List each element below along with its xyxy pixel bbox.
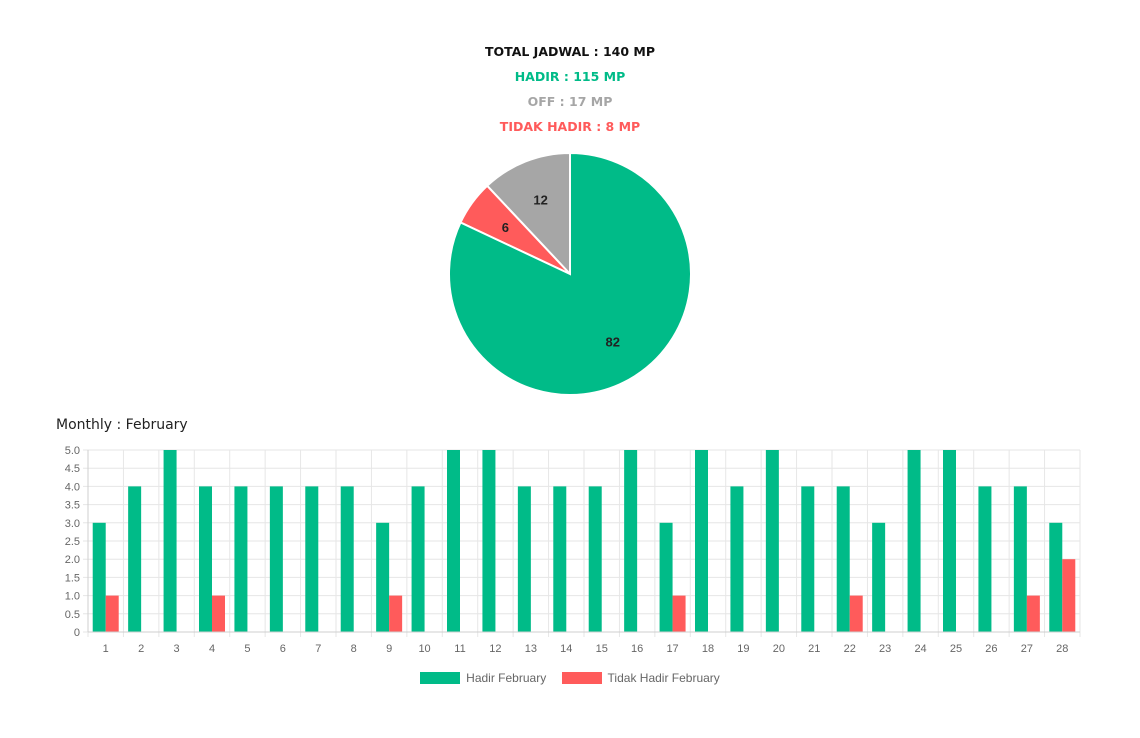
x-tick-label: 26 — [985, 643, 997, 655]
pie-slice-label-0: 12 — [533, 193, 547, 208]
bar-hadir[interactable] — [376, 522, 390, 632]
x-tick-label: 4 — [209, 643, 215, 655]
absent-text: TIDAK HADIR : 8 MP — [499, 119, 641, 134]
bar-tidak-hadir[interactable] — [389, 595, 403, 632]
total-schedule-text: TOTAL JADWAL : 140 MP — [484, 44, 655, 59]
bar-hadir[interactable] — [659, 522, 673, 632]
x-tick-label: 12 — [489, 643, 501, 655]
summary-block: TOTAL JADWAL : 140 MP HADIR : 115 MP OFF… — [0, 42, 1140, 142]
bar-tidak-hadir[interactable] — [1026, 595, 1040, 632]
y-tick-label: 1.0 — [65, 591, 80, 603]
x-tick-label: 2 — [138, 643, 144, 655]
x-tick-label: 7 — [315, 643, 321, 655]
bar-hadir[interactable] — [978, 486, 992, 632]
bar-hadir[interactable] — [836, 486, 850, 632]
bar-hadir[interactable] — [340, 486, 354, 632]
bar-hadir[interactable] — [1013, 486, 1027, 632]
x-tick-label: 24 — [914, 643, 926, 655]
x-tick-label: 27 — [1021, 643, 1033, 655]
y-tick-label: 4.0 — [65, 481, 80, 493]
legend-swatch-hadir — [420, 672, 461, 685]
bar-legend: Hadir February Tidak Hadir February — [0, 670, 1140, 685]
x-tick-label: 8 — [351, 643, 357, 655]
bar-hadir[interactable] — [234, 486, 248, 632]
monthly-chart-title: Monthly : February — [56, 417, 188, 433]
pie-slice-label-2: 82 — [606, 334, 620, 349]
x-tick-label: 13 — [525, 643, 537, 655]
bar-hadir[interactable] — [269, 486, 283, 632]
x-tick-label: 20 — [773, 643, 785, 655]
y-tick-label: 3.5 — [65, 500, 80, 512]
bar-tidak-hadir[interactable] — [672, 595, 686, 632]
bar-hadir[interactable] — [588, 486, 602, 632]
bar-tidak-hadir[interactable] — [105, 595, 119, 632]
pie-slice-2[interactable] — [448, 151, 692, 396]
y-tick-label: 4.5 — [65, 463, 80, 475]
bar-hadir[interactable] — [482, 450, 496, 632]
x-tick-label: 10 — [418, 643, 430, 655]
bar-tidak-hadir[interactable] — [849, 595, 863, 632]
legend-label-tidak-hadir: Tidak Hadir February — [607, 671, 720, 686]
bar-hadir[interactable] — [695, 450, 708, 632]
x-tick-label: 19 — [737, 643, 749, 655]
bar-hadir[interactable] — [128, 486, 142, 632]
bar-hadir[interactable] — [517, 486, 531, 632]
legend-swatch-tidak-hadir — [561, 672, 602, 685]
x-tick-label: 16 — [631, 643, 643, 655]
y-tick-label: 2.0 — [65, 554, 80, 566]
bar-hadir[interactable] — [624, 450, 638, 632]
bar-hadir[interactable] — [411, 486, 425, 632]
x-tick-label: 23 — [879, 643, 891, 655]
bar-tidak-hadir[interactable] — [212, 595, 225, 632]
bar-hadir[interactable] — [943, 450, 956, 632]
x-tick-label: 22 — [844, 643, 856, 655]
bar-hadir[interactable] — [765, 450, 779, 632]
x-tick-label: 25 — [950, 643, 962, 655]
y-tick-label: 0.5 — [65, 609, 80, 621]
y-tick-label: 1.5 — [65, 572, 80, 584]
x-tick-label: 28 — [1056, 643, 1068, 655]
legend-label-hadir: Hadir February — [466, 671, 547, 686]
bar-hadir[interactable] — [801, 486, 815, 632]
x-tick-label: 5 — [244, 643, 250, 655]
attendance-pie-chart: 12 6 82 — [448, 151, 692, 396]
y-tick-label: 3.0 — [65, 518, 80, 530]
y-tick-label: 0 — [74, 627, 80, 639]
y-tick-label: 5.0 — [65, 445, 80, 457]
legend-item-tidak-hadir[interactable]: Tidak Hadir February — [561, 670, 720, 686]
x-tick-label: 3 — [174, 643, 180, 655]
bar-hadir[interactable] — [305, 486, 319, 632]
x-tick-label: 11 — [454, 643, 465, 655]
x-tick-label: 15 — [596, 643, 608, 655]
bar-hadir[interactable] — [163, 450, 177, 632]
pie-slice-label-1: 6 — [502, 220, 509, 235]
bar-hadir[interactable] — [553, 486, 567, 632]
x-tick-label: 14 — [560, 643, 572, 655]
bar-hadir[interactable] — [872, 522, 886, 632]
x-tick-label: 6 — [280, 643, 286, 655]
bar-tidak-hadir[interactable] — [1062, 559, 1076, 632]
bar-hadir[interactable] — [92, 522, 106, 632]
monthly-bar-chart: 00.51.01.52.02.53.03.54.04.55.01 2 3 4 5 6 7 8 9… — [65, 445, 1081, 655]
y-tick-label: 2.5 — [65, 536, 80, 548]
bar-hadir[interactable] — [199, 486, 212, 632]
x-tick-label: 21 — [808, 643, 820, 655]
present-text: HADIR : 115 MP — [514, 69, 626, 84]
x-tick-label: 1 — [103, 643, 109, 655]
legend-item-hadir[interactable]: Hadir February — [420, 670, 546, 685]
bar-hadir[interactable] — [907, 450, 921, 632]
x-tick-label: 17 — [666, 643, 678, 655]
bar-hadir[interactable] — [1049, 522, 1063, 632]
bar-hadir[interactable] — [730, 486, 744, 632]
off-text: OFF : 17 MP — [527, 94, 613, 109]
pie-slice-0[interactable] — [485, 151, 571, 277]
x-tick-label: 9 — [386, 643, 392, 655]
bar-hadir[interactable] — [447, 450, 460, 632]
x-tick-label: 18 — [702, 643, 714, 655]
